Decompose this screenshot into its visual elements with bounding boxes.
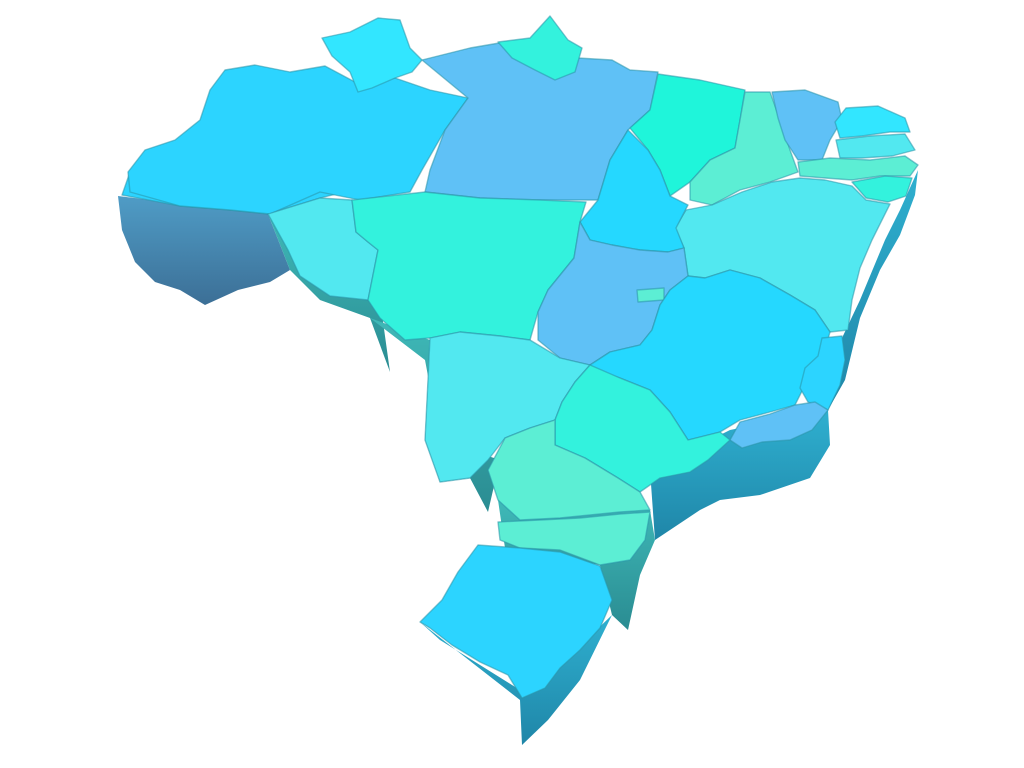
- state-amazonas[interactable]: [127, 64, 469, 215]
- state-amapa[interactable]: [497, 15, 583, 81]
- state-rio-grande-do-sul[interactable]: [419, 544, 613, 699]
- side-wall-southeast: [650, 410, 830, 540]
- side-wall-west: [118, 196, 290, 305]
- state-rio-grande-do-norte[interactable]: [834, 105, 911, 139]
- state-alagoas-sergipe[interactable]: [851, 175, 913, 203]
- state-distrito-federal[interactable]: [636, 287, 665, 303]
- state-pernambuco[interactable]: [797, 155, 919, 181]
- side-wall-east-coast: [828, 170, 918, 410]
- state-ceara[interactable]: [771, 89, 843, 161]
- state-rio-de-janeiro[interactable]: [729, 401, 829, 449]
- map-states: [121, 15, 919, 699]
- state-sao-paulo[interactable]: [554, 364, 731, 493]
- state-santa-catarina[interactable]: [497, 511, 651, 566]
- side-wall-rio-grande-do-sul: [420, 615, 612, 745]
- state-roraima[interactable]: [321, 17, 423, 93]
- state-parana[interactable]: [487, 419, 651, 521]
